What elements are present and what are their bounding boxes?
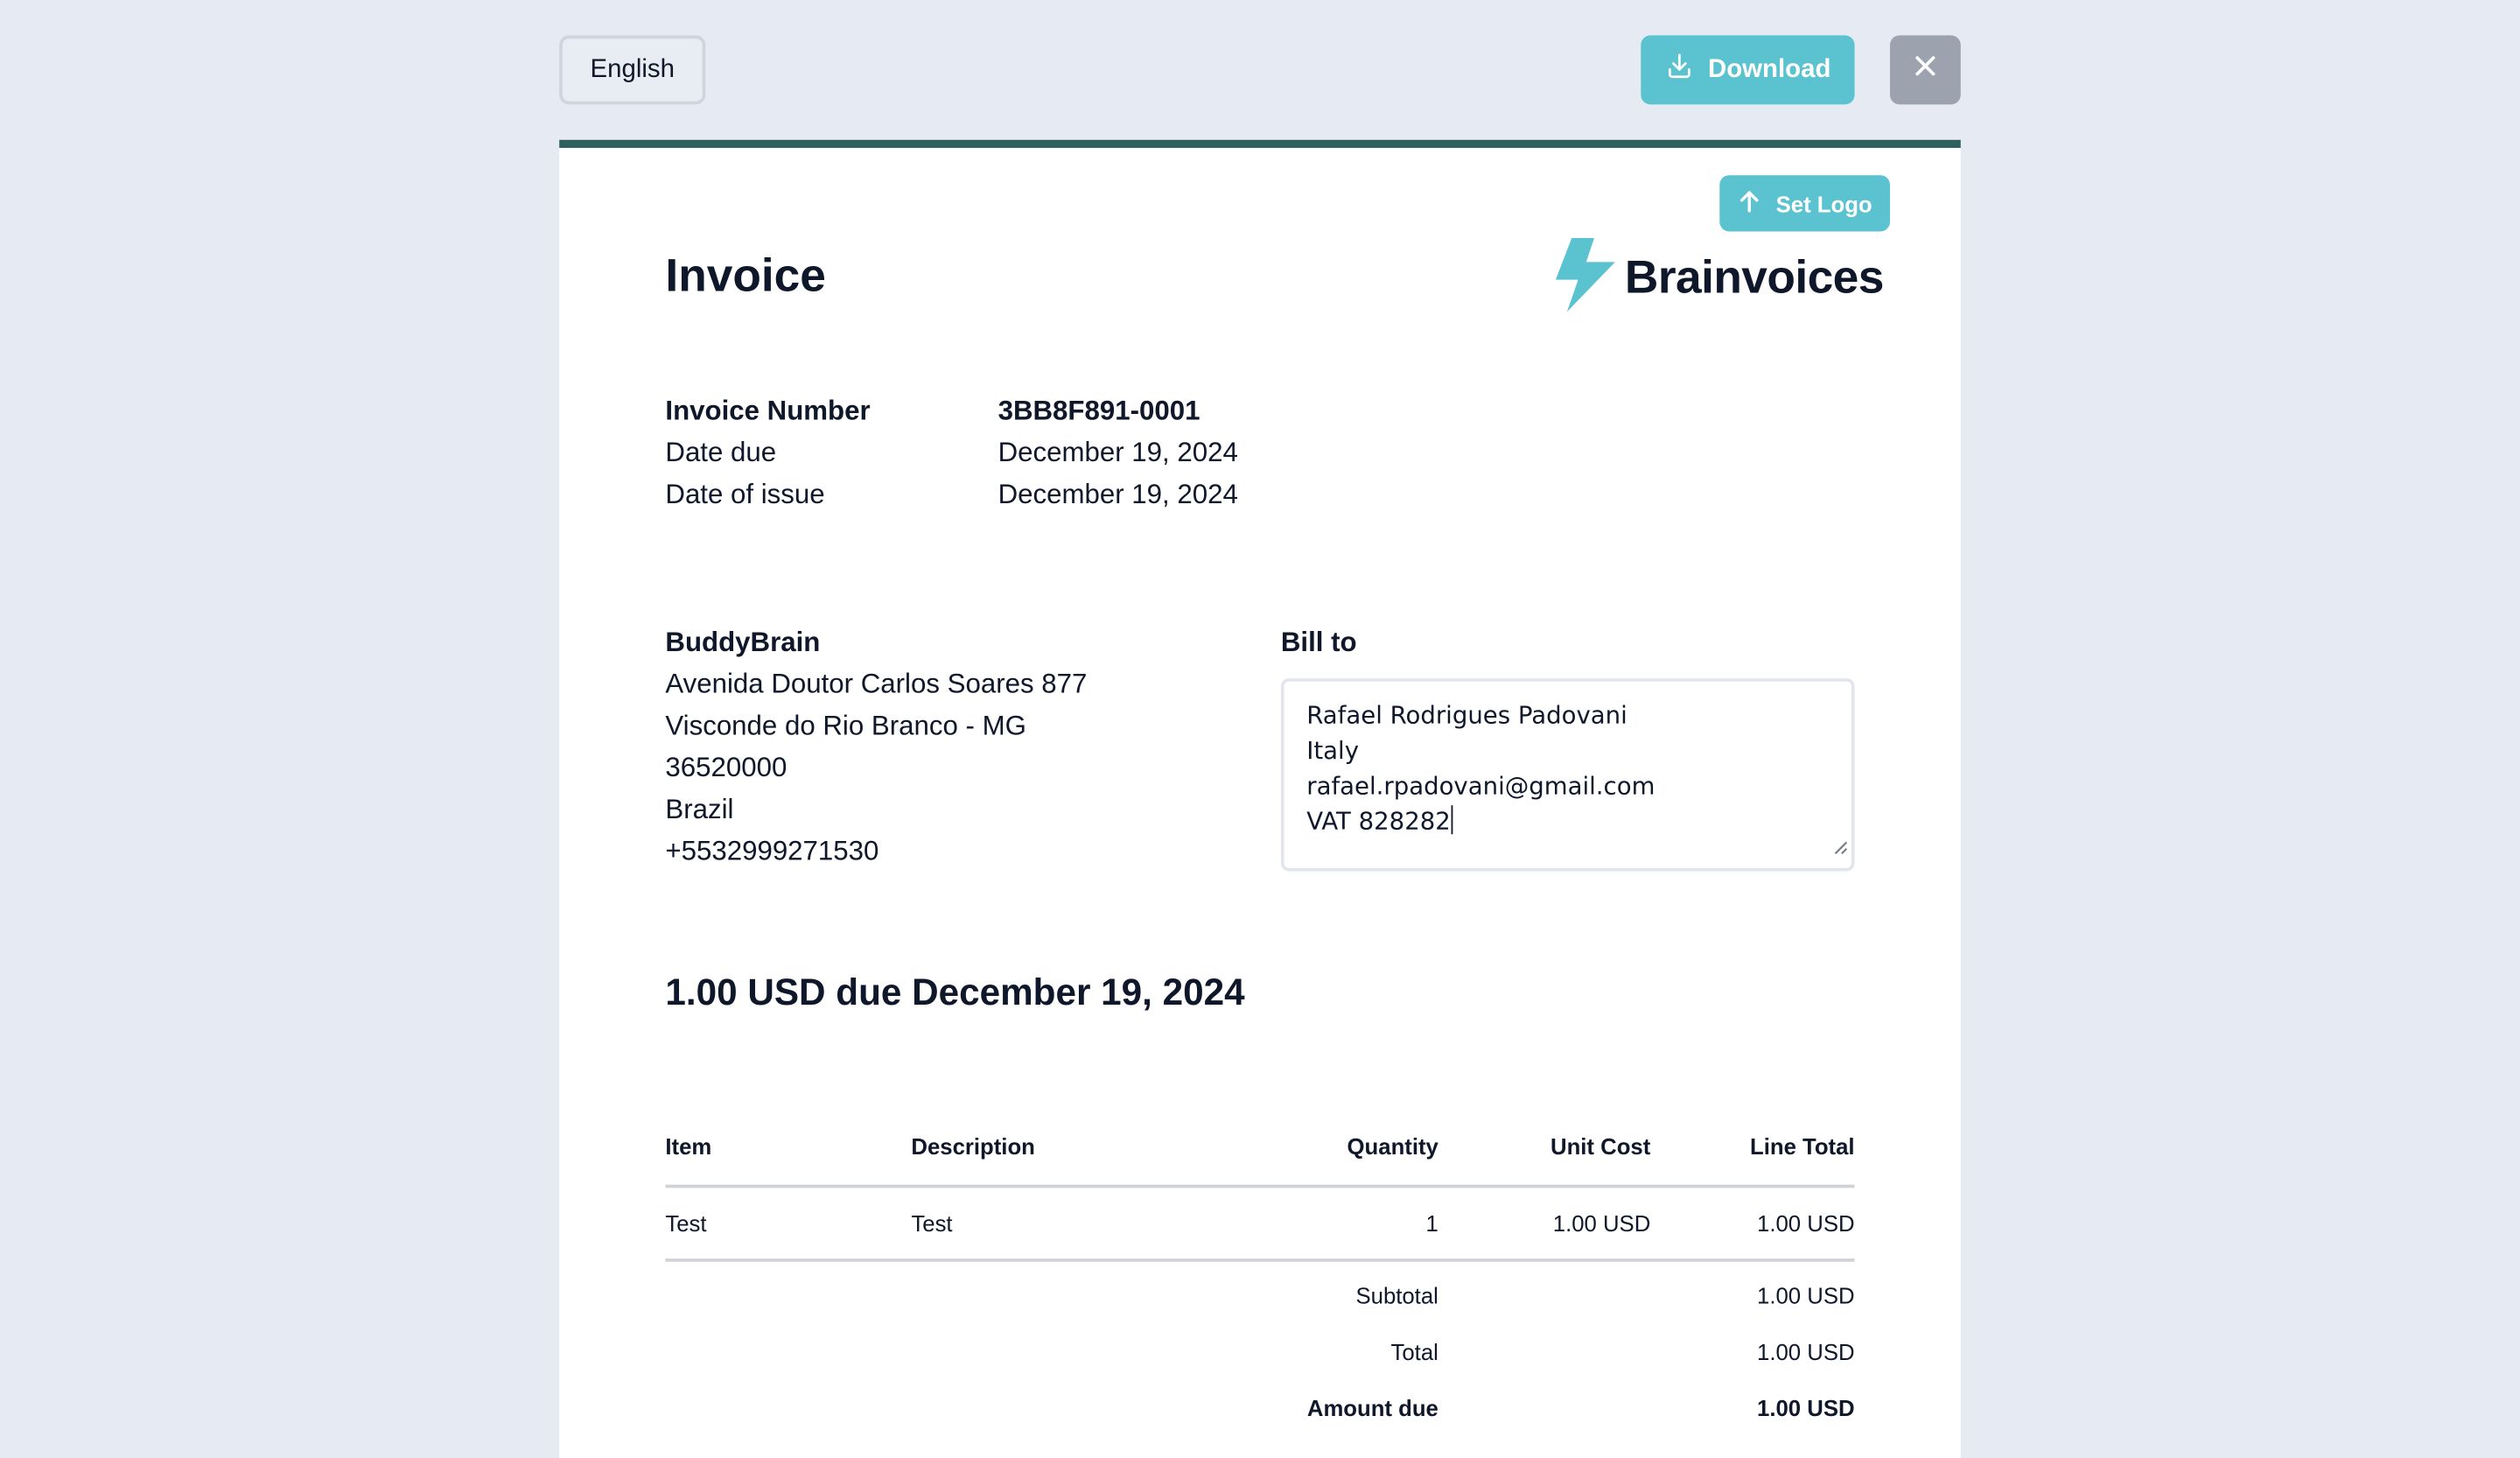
invoice-title: Invoice: [665, 250, 826, 303]
invoice-number-row: Invoice Number 3BB8F891-0001: [665, 390, 1237, 432]
subtotal-value: 1.00 USD: [1757, 1281, 1855, 1308]
amount-due-row: Amount due 1.00 USD: [665, 1379, 1855, 1435]
line-items-table: Item Description Quantity Unit Cost Line…: [665, 1107, 1855, 1435]
invoice-preview-page: English Download: [559, 35, 1961, 1458]
set-logo-label: Set Logo: [1775, 190, 1872, 217]
lightning-bolt-icon: [1555, 237, 1617, 320]
bill-to-line-text: VAT 828282: [1306, 807, 1451, 837]
date-due-value: December 19, 2024: [998, 437, 1238, 468]
sender-address-line: 36520000: [665, 752, 788, 783]
column-header-line-total: Line Total: [1750, 1132, 1855, 1160]
amount-due-heading: 1.00 USD due December 19, 2024: [665, 971, 1245, 1013]
column-header-quantity: Quantity: [1347, 1132, 1438, 1160]
total-row: Total 1.00 USD: [665, 1323, 1855, 1379]
subtotal-row: Subtotal 1.00 USD: [665, 1266, 1854, 1322]
sender-phone: +5532999271530: [665, 836, 879, 866]
resize-handle-icon[interactable]: [1834, 830, 1849, 865]
total-label: Total: [1390, 1338, 1438, 1364]
subtotal-label: Subtotal: [1355, 1281, 1438, 1308]
date-of-issue-label: Date of issue: [665, 479, 825, 510]
text-caret: [1450, 805, 1452, 835]
invoice-number-label: Invoice Number: [665, 395, 871, 426]
bill-to-line: VAT 828282: [1306, 803, 1829, 838]
download-label: Download: [1708, 55, 1831, 83]
cell-quantity: 1: [1425, 1210, 1438, 1237]
bill-to-line: Italy: [1306, 736, 1360, 766]
column-header-unit-cost: Unit Cost: [1550, 1132, 1651, 1160]
total-value: 1.00 USD: [1757, 1338, 1855, 1364]
brand-name: Brainvoices: [1624, 252, 1884, 305]
date-of-issue-value: December 19, 2024: [998, 479, 1238, 510]
bill-to-label: Bill to: [1280, 627, 1357, 658]
date-due-row: Date due December 19, 2024: [665, 432, 1237, 474]
amount-due-value: 1.00 USD: [1757, 1394, 1855, 1420]
date-of-issue-row: Date of issue December 19, 2024: [665, 474, 1237, 516]
sender-address: BuddyBrain Avenida Doutor Carlos Soares …: [665, 622, 1087, 873]
download-icon: [1664, 52, 1693, 88]
cell-line-total: 1.00 USD: [1757, 1210, 1855, 1237]
invoice-number-value: 3BB8F891-0001: [998, 395, 1200, 426]
language-label: English: [590, 55, 675, 83]
bill-to-textarea[interactable]: Rafael Rodrigues Padovani Italy rafael.r…: [1280, 678, 1855, 872]
table-header-row: Item Description Quantity Unit Cost Line…: [665, 1107, 1855, 1188]
amount-due-label: Amount due: [1306, 1394, 1438, 1420]
brand-logo: Brainvoices: [1555, 237, 1884, 320]
language-select-button[interactable]: English: [559, 35, 706, 105]
column-header-item: Item: [665, 1132, 712, 1160]
close-button[interactable]: [1889, 35, 1961, 105]
table-row: Test Test 1 1.00 USD 1.00 USD: [665, 1188, 1855, 1262]
date-due-label: Date due: [665, 437, 777, 468]
download-button[interactable]: Download: [1641, 35, 1855, 105]
sender-address-line: Brazil: [665, 794, 734, 825]
bill-to-line: rafael.rpadovani@gmail.com: [1306, 771, 1656, 801]
sender-address-line: Avenida Doutor Carlos Soares 877: [665, 669, 1088, 699]
invoice-meta: Invoice Number 3BB8F891-0001 Date due De…: [665, 390, 1237, 515]
cell-unit-cost: 1.00 USD: [1552, 1210, 1651, 1237]
cell-item: Test: [665, 1210, 707, 1237]
invoice-sheet: Set Logo Invoice Brainvoices Invoice Num…: [559, 139, 1961, 1458]
sender-address-line: Visconde do Rio Branco - MG: [665, 710, 1026, 741]
sender-name: BuddyBrain: [665, 627, 821, 658]
cell-description: Test: [911, 1210, 953, 1237]
arrow-up-icon: [1738, 189, 1762, 218]
column-header-description: Description: [911, 1132, 1035, 1160]
close-icon: [1913, 53, 1938, 88]
set-logo-button[interactable]: Set Logo: [1719, 175, 1890, 232]
bill-to-line: Rafael Rodrigues Padovani: [1306, 700, 1628, 730]
